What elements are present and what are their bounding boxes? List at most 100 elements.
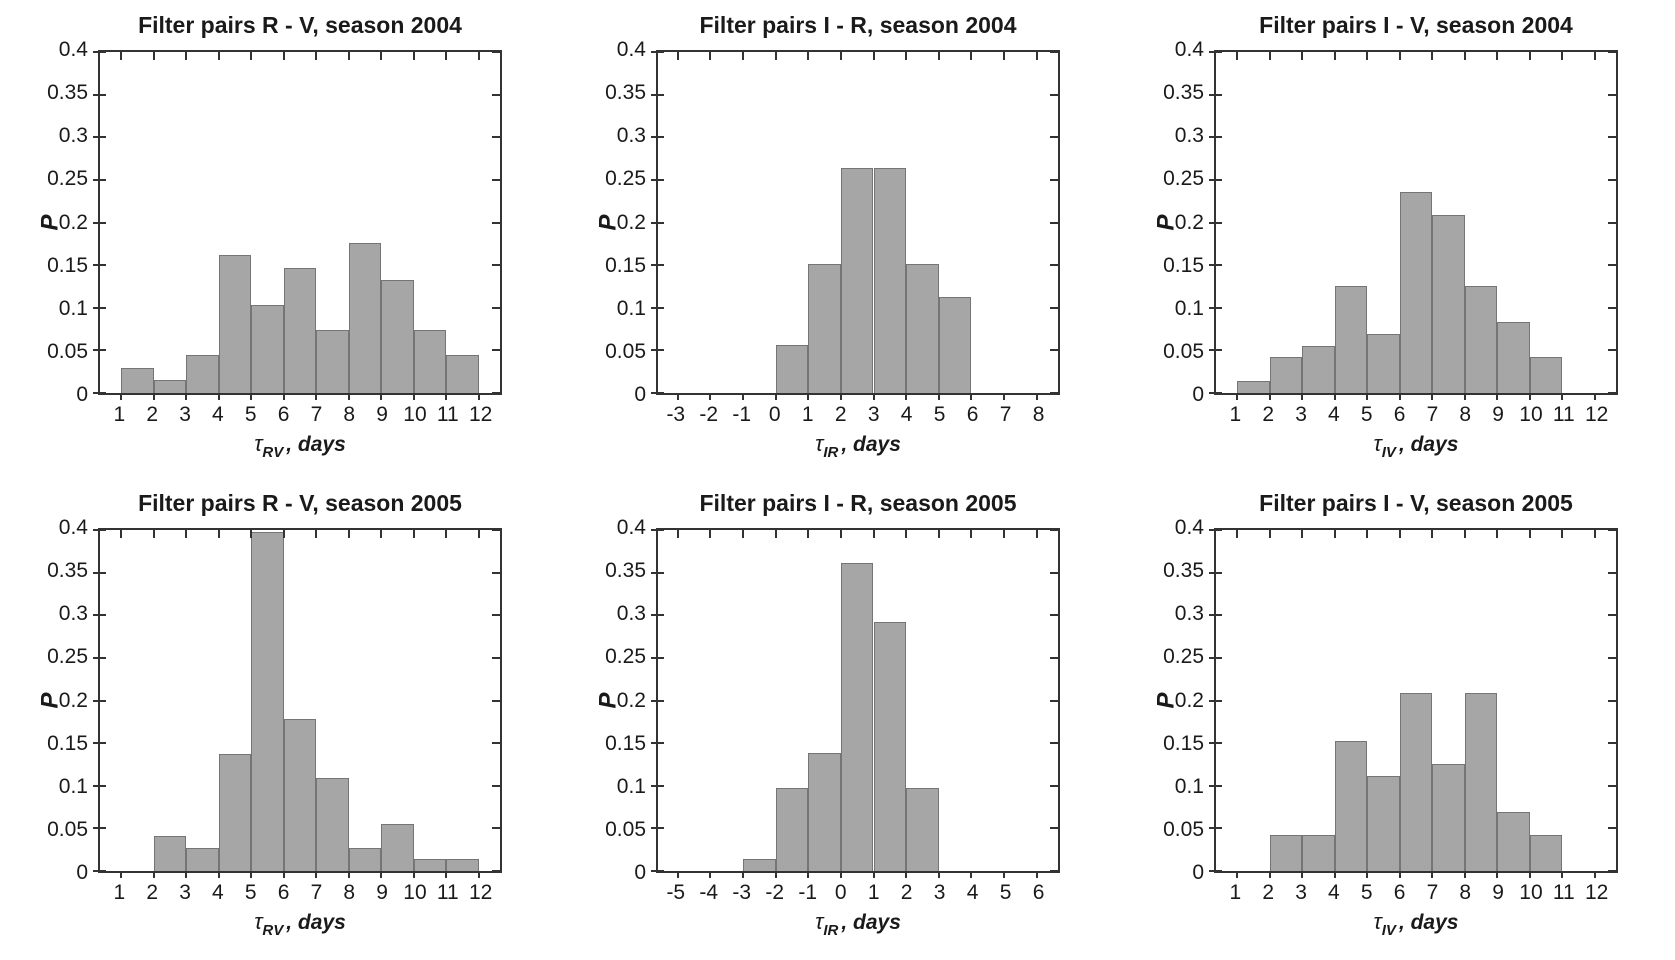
x-tick-mark (741, 530, 744, 538)
x-tick-mark (347, 871, 350, 878)
histogram-bar (1464, 693, 1498, 871)
x-tick-mark (970, 52, 973, 60)
histogram-bar (840, 167, 874, 393)
histogram-bar (808, 264, 841, 393)
histogram-bar (1302, 835, 1335, 871)
x-tick-mark (1496, 52, 1499, 60)
x-tick-mark (1431, 393, 1434, 400)
y-tick-label: 0.05 (605, 339, 646, 363)
y-tick-mark (1209, 392, 1222, 394)
y-tick-mark (1209, 136, 1222, 139)
x-tick-label: 8 (1459, 403, 1472, 426)
y-tick-label: 0.15 (47, 253, 88, 277)
x-axis-label: τIV, days (1214, 909, 1618, 939)
histogram-bar (1529, 835, 1563, 871)
y-tick-label: 0 (76, 383, 88, 406)
plot-title: Filter pairs I - V, season 2004 (1259, 12, 1573, 38)
x-tick-mark (380, 52, 383, 60)
histogram-bar (186, 847, 219, 871)
x-tick-label: 0 (768, 403, 781, 426)
x-tick-mark (1431, 871, 1434, 878)
x-tick-label: 8 (343, 881, 356, 904)
x-tick-label: 0 (834, 881, 847, 904)
x-tick-label: 8 (343, 403, 356, 426)
x-tick-mark (709, 393, 712, 400)
x-tick-mark (1035, 393, 1038, 400)
x-tick-label: 9 (376, 881, 388, 904)
x-tick-label: 10 (1519, 403, 1543, 426)
x-tick-mark (807, 393, 810, 400)
histogram-bar (1529, 357, 1563, 393)
y-tick-mark (1050, 529, 1058, 531)
x-tick-label: 2 (146, 403, 159, 426)
y-tick-mark (1050, 870, 1058, 872)
x-tick-label: 3 (933, 881, 946, 904)
y-tick-label: 0.3 (1174, 602, 1204, 626)
x-tick-mark (1301, 871, 1304, 878)
histogram-bar (413, 330, 447, 393)
y-tick-label: 0.35 (605, 81, 646, 105)
y-tick-mark (93, 306, 106, 309)
tau-subscript: RV (262, 444, 284, 461)
histogram-bar (446, 859, 479, 871)
x-tick-mark (676, 52, 679, 60)
x-tick-mark (774, 393, 777, 400)
x-tick-mark (839, 530, 842, 538)
y-tick-mark (492, 392, 500, 394)
y-tick-mark (492, 784, 500, 787)
x-tick-mark (1236, 393, 1239, 400)
y-tick-labels: 0 0.05 0.1 0.15 0.2 0.25 0.3 0.35 0.4 (1118, 38, 1204, 406)
x-tick-label: 11 (1552, 403, 1575, 426)
y-tick-mark (1050, 349, 1058, 352)
y-tick-labels: 0 0.05 0.1 0.15 0.2 0.25 0.3 0.35 0.4 (2, 38, 88, 406)
x-tick-label: 4 (212, 881, 224, 904)
x-tick-mark (872, 393, 875, 400)
y-tick-label: 0.35 (605, 559, 646, 583)
x-tick-mark (1528, 52, 1531, 60)
y-tick-label: 0.15 (605, 731, 646, 755)
y-tick-mark (492, 136, 500, 139)
x-tick-label: 11 (436, 881, 459, 904)
x-tick-label: -4 (699, 881, 719, 904)
x-tick-mark (709, 52, 712, 60)
y-tick-mark (492, 870, 500, 872)
y-tick-label: 0.3 (58, 602, 88, 626)
x-tick-label: 10 (403, 403, 427, 426)
y-tick-mark (1608, 571, 1616, 574)
histogram-iv-2005: Filter pairs I - V, season 2005 P 0 0.05 0… (1118, 478, 1675, 956)
x-tick-mark (905, 393, 908, 400)
y-tick-label: 0 (76, 861, 88, 884)
histogram-rv-2005: Filter pairs R - V, season 2005 P 0 0.05 0… (2, 478, 560, 956)
x-tick-label: 5 (1360, 881, 1373, 904)
y-tick-label: 0.2 (58, 688, 88, 712)
y-tick-label: 0.05 (47, 339, 88, 363)
x-tick-label: 7 (1426, 403, 1439, 426)
x-tick-mark (380, 871, 383, 878)
y-tick-mark (492, 656, 500, 659)
y-tick-mark (1608, 529, 1616, 531)
y-tick-mark (93, 784, 106, 787)
x-tick-label: 12 (1584, 403, 1609, 426)
x-tick-mark (937, 393, 940, 400)
y-tick-label: 0.25 (605, 645, 646, 669)
histogram-bar (316, 777, 349, 871)
histogram-bar (283, 267, 317, 393)
x-tick-mark (1301, 52, 1304, 60)
x-tick-mark (741, 52, 744, 60)
plot-axes (1209, 50, 1618, 400)
histogram-bar (218, 255, 252, 393)
y-tick-mark (1209, 93, 1222, 96)
histogram-bar (742, 859, 776, 871)
y-tick-mark (492, 529, 500, 531)
x-tick-mark (1236, 52, 1239, 60)
x-tick-mark (1366, 52, 1369, 60)
x-tick-mark (152, 393, 155, 400)
plot-axes (651, 528, 1060, 878)
y-tick-mark (492, 614, 500, 617)
y-tick-label: 0 (1192, 383, 1204, 406)
x-tick-mark (1561, 871, 1564, 878)
histogram-bar (1367, 333, 1400, 393)
y-tick-mark (1209, 349, 1222, 352)
y-tick-mark (1050, 742, 1058, 745)
tau-symbol: τ (1373, 909, 1382, 934)
